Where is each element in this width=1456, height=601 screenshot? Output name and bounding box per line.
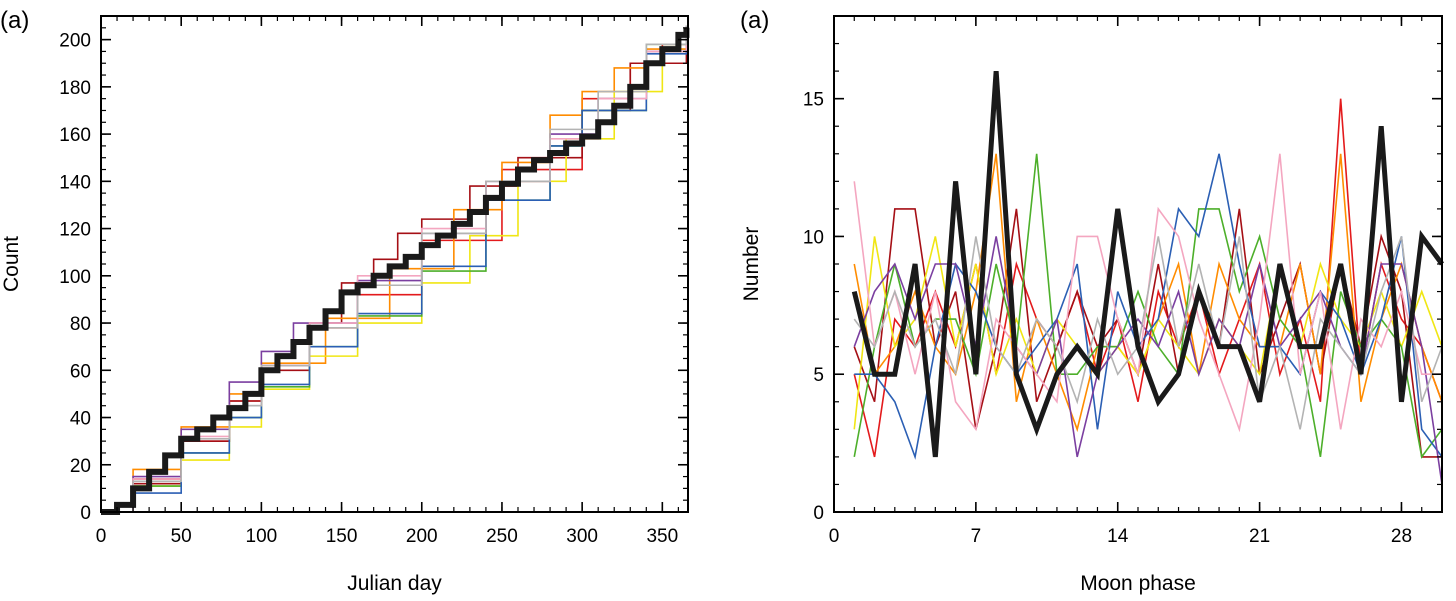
y-tick-label: 15 [803, 90, 824, 111]
x-tick-label: 300 [566, 526, 598, 547]
x-tick-label: 21 [1249, 526, 1270, 547]
y-axis-title: Count [0, 236, 23, 292]
y-tick-label: 80 [70, 314, 91, 335]
y-tick-label: 160 [59, 125, 91, 146]
y-tick-label: 180 [59, 78, 91, 99]
x-tick-label: 0 [96, 526, 107, 547]
chart-moon-phase-number: 0 7 14 21 28 0 5 10 15 Moon phase Number (a) [740, 7, 1445, 595]
y-tick-label: 120 [59, 220, 91, 241]
x-tick-label: 7 [971, 526, 982, 547]
x-axis-title: Julian day [347, 572, 442, 595]
series-line-gray [853, 236, 1443, 430]
y-tick-label: 100 [59, 267, 91, 288]
y-tick-label: 0 [80, 503, 91, 524]
x-tick-label: 350 [646, 526, 678, 547]
series-line-green [853, 153, 1443, 459]
x-tick-label: 200 [406, 526, 438, 547]
x-tick-label: 250 [486, 526, 518, 547]
y-tick-label: 10 [803, 227, 824, 248]
y-tick-label: 140 [59, 172, 91, 193]
x-tick-label: 100 [246, 526, 278, 547]
y-tick-label: 5 [813, 365, 824, 386]
series-line-black [851, 70, 1445, 458]
y-tick-label: 20 [70, 456, 91, 477]
y-tick-label: 60 [70, 361, 91, 382]
y-tick-label: 0 [813, 503, 824, 524]
series-line-yellow [853, 236, 1443, 430]
x-tick-label: 50 [171, 526, 192, 547]
x-tick-label: 150 [326, 526, 358, 547]
panel-label: (a) [740, 7, 769, 34]
x-tick-label: 0 [829, 526, 840, 547]
x-tick-label: 14 [1107, 526, 1129, 547]
y-tick-label: 40 [70, 409, 91, 430]
chart-day-count: 0 50 100 150 200 250 300 350 0 20 40 60 80 100 120 140 1… [0, 7, 690, 595]
series-line-black [101, 27, 690, 515]
y-tick-label: 200 [59, 31, 91, 52]
x-tick-label: 28 [1391, 526, 1412, 547]
x-axis-title: Moon phase [1080, 572, 1196, 595]
y-axis-title: Number [740, 227, 763, 302]
plot-frame [833, 15, 1443, 513]
panel-label: (a) [0, 7, 29, 34]
